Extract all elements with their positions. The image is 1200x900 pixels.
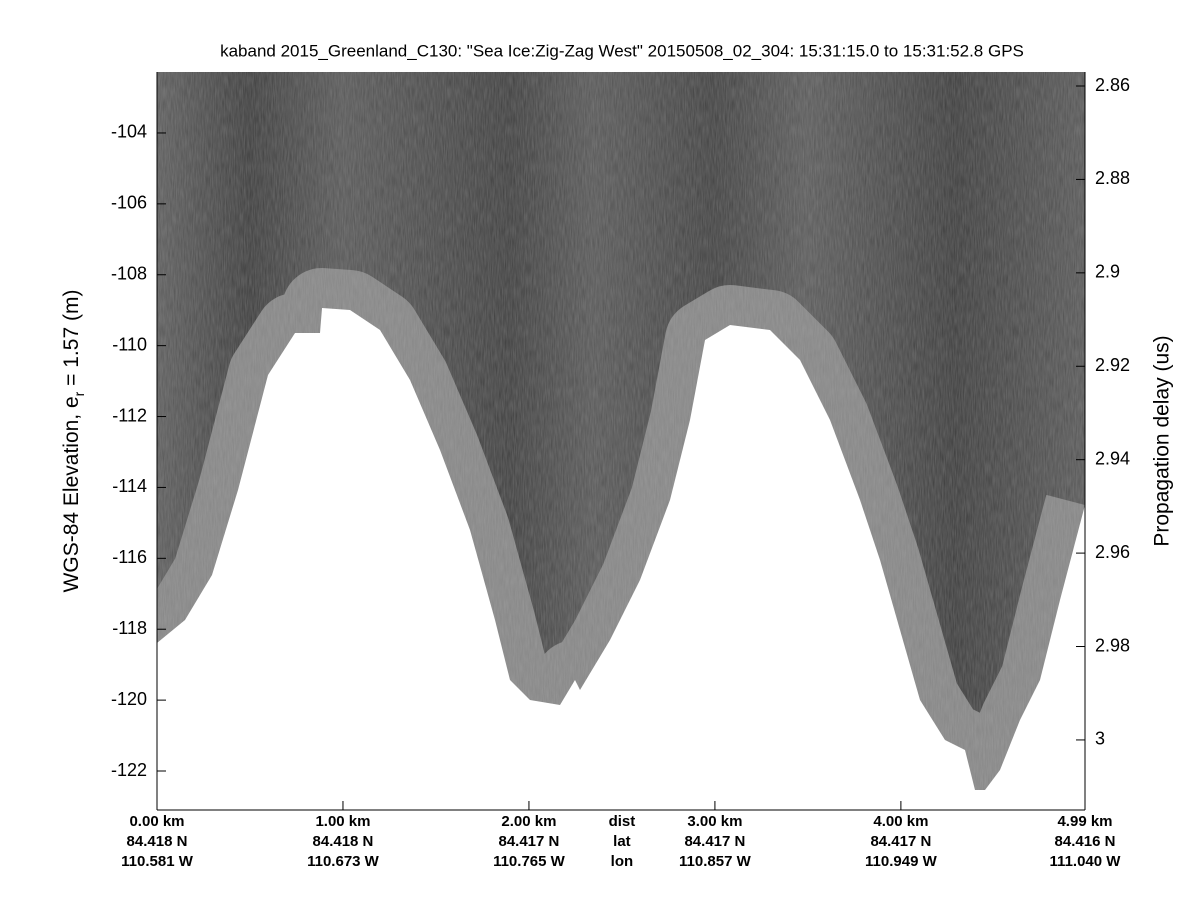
y2-tick-label: 2.9 [1095,262,1120,282]
lat-label: 84.416 N [1055,833,1116,850]
x-tick-label: 2.00 km [501,813,556,830]
y-tick-label: -118 [112,618,147,638]
lon-label: 111.040 W [1050,853,1122,870]
lat-label: 84.418 N [127,833,188,850]
y-axis-label: WGS-84 Elevation, er = 1.57 (m) [60,290,87,593]
row-label: dist [609,813,636,830]
x-tick-label: 1.00 km [315,813,370,830]
chart-title: kaband 2015_Greenland_C130: "Sea Ice:Zig… [220,41,1024,60]
lon-label: 110.581 W [121,853,194,870]
y-label-suffix: = 1.57 (m) [60,290,83,392]
y-tick-label: -116 [112,547,147,567]
row-label: lat [613,833,631,850]
y-label-subscript: r [71,391,87,396]
lat-label: 84.417 N [870,833,931,850]
lon-label: 110.857 W [679,853,752,870]
y-tick-label: -108 [111,264,147,284]
y-tick-label: -112 [112,405,147,425]
y-tick-label: -106 [111,193,147,213]
x-tick-label: 4.99 km [1057,813,1112,830]
y2-tick-label: 2.94 [1095,448,1130,468]
lat-label: 84.417 N [684,833,745,850]
y-tick-label: -120 [111,689,147,709]
y-label-text: WGS-84 Elevation, e [60,396,83,592]
y2-tick-label: 2.92 [1095,355,1130,375]
y-tick-label: -110 [112,334,147,354]
echogram-image [157,72,1085,810]
y2-tick-label: 2.88 [1095,168,1130,188]
y2-tick-label: 2.86 [1095,75,1130,95]
y-tick-label: -122 [111,760,147,780]
y2-tick-label: 2.98 [1095,635,1130,655]
y-tick-label: -104 [111,122,147,142]
lat-label: 84.418 N [313,833,374,850]
lon-label: 110.765 W [493,853,566,870]
lon-label: 110.673 W [307,853,380,870]
y2-tick-label: 3 [1095,729,1105,749]
y-tick-label: -114 [112,476,147,496]
axes-frame [156,72,1086,811]
lat-label: 84.417 N [498,833,559,850]
x-tick-label: 4.00 km [873,813,928,830]
y2-axis-label: Propagation delay (us) [1151,335,1174,546]
x-tick-label: 0.00 km [129,813,184,830]
x-tick-label: 3.00 km [687,813,742,830]
lon-label: 110.949 W [865,853,938,870]
y2-tick-label: 2.96 [1095,542,1130,562]
row-label: lon [611,853,634,870]
